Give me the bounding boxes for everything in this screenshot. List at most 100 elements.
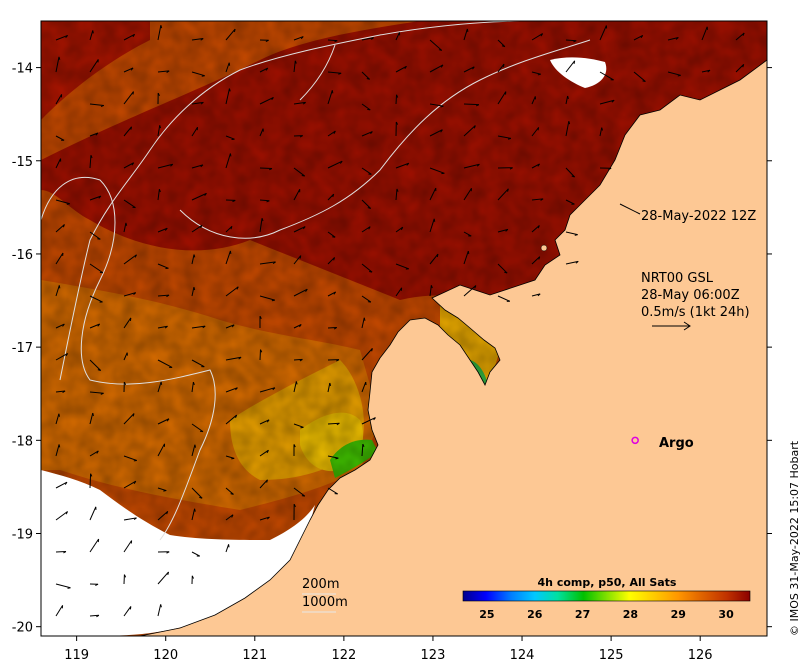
current-arrow-head: [501, 45, 506, 48]
current-arrow-head: [232, 199, 236, 203]
current-arrow: [327, 39, 338, 42]
current-arrow: [157, 125, 161, 137]
current-arrow: [225, 324, 235, 329]
current-arrow-head: [299, 255, 302, 259]
current-arrow-head: [537, 163, 540, 167]
current-arrow-head: [66, 203, 70, 205]
current-arrow: [123, 67, 134, 73]
current-arrow-head: [96, 614, 100, 618]
current-arrow: [531, 33, 543, 41]
current-arrow: [463, 28, 468, 41]
current-arrow: [531, 198, 544, 201]
current-arrow: [327, 193, 335, 201]
current-arrow: [429, 285, 432, 297]
current-arrow-head: [259, 315, 262, 320]
current-arrow: [565, 39, 577, 42]
current-arrow: [225, 153, 231, 169]
current-arrow: [701, 69, 711, 73]
current-arrow: [191, 71, 205, 77]
current-arrow: [497, 91, 507, 105]
current-arrow-head: [507, 188, 509, 192]
current-arrow: [497, 63, 505, 73]
current-arrow: [531, 293, 541, 297]
current-arrow-head: [133, 517, 137, 521]
y-tick-label: -18: [12, 434, 33, 449]
current-arrow: [157, 418, 170, 425]
current-arrow: [225, 514, 234, 521]
current-arrow: [191, 423, 204, 433]
current-arrow-head: [440, 129, 443, 133]
current-arrow-head: [200, 164, 204, 168]
current-arrow: [123, 199, 136, 209]
current-arrow: [361, 71, 371, 80]
current-arrow: [293, 167, 306, 177]
isobath-west: [179, 39, 591, 239]
current-arrow: [157, 510, 169, 521]
current-arrow-head: [166, 70, 170, 73]
current-arrow-head: [202, 325, 206, 329]
current-arrow: [327, 257, 335, 265]
current-arrow: [157, 325, 168, 329]
current-arrow: [633, 71, 646, 82]
current-arrow-head: [509, 167, 513, 170]
current-product-label: NRT00 GSL: [641, 271, 714, 286]
current-arrow: [565, 121, 570, 137]
current-arrow-head: [132, 91, 134, 95]
current-arrow: [327, 231, 336, 238]
current-arrow-head: [406, 162, 410, 166]
current-arrow-head: [473, 125, 476, 129]
current-arrow: [123, 517, 137, 521]
argo-label: Argo: [659, 436, 694, 451]
current-arrow: [225, 135, 235, 140]
current-arrow: [157, 263, 169, 269]
current-arrow: [361, 444, 364, 457]
current-arrow-head: [67, 587, 71, 589]
current-arrow: [327, 487, 338, 495]
current-arrow-head: [575, 260, 579, 264]
current-arrow: [225, 356, 242, 361]
current-arrow-head: [62, 224, 65, 228]
current-arrow-head: [502, 64, 505, 68]
current-arrow: [327, 455, 339, 459]
current-arrow-head: [235, 387, 238, 391]
current-arrow: [225, 455, 235, 459]
current-arrow: [89, 195, 102, 201]
current-arrow: [259, 387, 276, 393]
current-arrow-head: [373, 417, 376, 421]
current-arrow-head: [338, 72, 342, 75]
altimetry-date-pointer: [619, 203, 641, 215]
current-arrow: [395, 65, 407, 73]
y-tick-label: -19: [12, 528, 33, 543]
current-arrow: [225, 544, 230, 553]
current-arrow-head: [164, 325, 168, 329]
current-arrow: [123, 254, 137, 265]
current-arrow-head: [133, 480, 137, 484]
current-arrow: [157, 70, 170, 73]
current-arrow: [531, 96, 536, 105]
y-tick-label: -17: [12, 341, 33, 356]
current-arrow-head: [130, 67, 134, 71]
current-arrow: [55, 605, 64, 617]
x-tick-label: 121: [242, 648, 267, 663]
current-arrow-head: [92, 30, 94, 34]
current-arrow: [293, 358, 303, 361]
current-arrow: [327, 291, 336, 297]
current-arrow: [89, 473, 92, 489]
current-arrow: [259, 167, 273, 170]
island: [540, 244, 548, 252]
argo-float-marker[interactable]: [631, 436, 639, 445]
current-arrow-head: [65, 511, 68, 515]
current-arrow: [395, 188, 398, 201]
current-arrow-head: [266, 516, 270, 520]
current-arrow-head: [123, 381, 127, 385]
current-arrow-head: [230, 493, 234, 495]
current-arrow: [361, 199, 372, 209]
current-arrow: [429, 167, 445, 174]
current-arrow: [89, 155, 92, 169]
current-arrow: [55, 285, 60, 297]
current-arrow-head: [368, 226, 371, 230]
current-arrow-head: [601, 127, 603, 131]
current-arrow: [531, 127, 540, 137]
current-arrow-head: [332, 193, 335, 198]
current-arrow-head: [293, 503, 296, 508]
